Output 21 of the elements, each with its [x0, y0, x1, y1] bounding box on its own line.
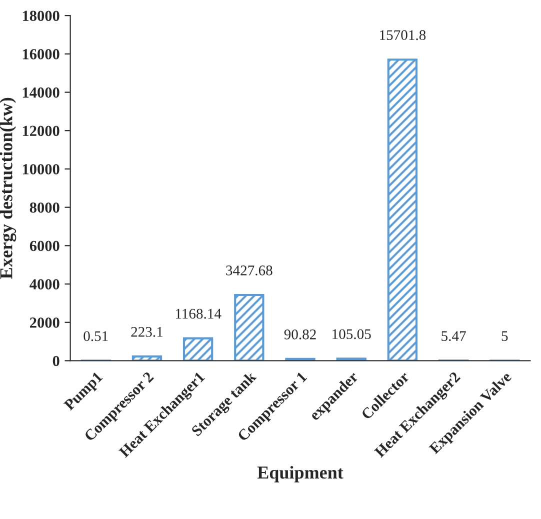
- y-tick-label: 0: [52, 356, 60, 366]
- y-tick-label: 6000: [30, 240, 60, 252]
- y-tick-label: 8000: [30, 202, 60, 213]
- data-label: 105.05: [332, 329, 371, 340]
- data-label: 15701.8: [380, 30, 426, 40]
- data-label: 3427.68: [226, 266, 272, 276]
- y-tick-label: 16000: [22, 49, 60, 60]
- y-tick-label: 4000: [30, 279, 60, 290]
- y-tick-label: 10000: [22, 164, 60, 174]
- y-tick-label: 18000: [22, 10, 60, 22]
- data-label: 5: [502, 331, 508, 341]
- data-label: 223.1: [131, 327, 163, 337]
- y-tick-label: 12000: [22, 126, 60, 136]
- data-label: 90.82: [284, 329, 316, 340]
- data-label: 5.47: [442, 331, 466, 342]
- y-tick-label: 2000: [30, 318, 60, 328]
- y-tick-label: 14000: [22, 87, 60, 98]
- x-axis-title: Equipment: [257, 466, 344, 482]
- data-label: 1168.14: [176, 308, 222, 319]
- y-axis-title: Exergy destruction(kw): [0, 98, 16, 279]
- data-label: 0.51: [84, 331, 108, 342]
